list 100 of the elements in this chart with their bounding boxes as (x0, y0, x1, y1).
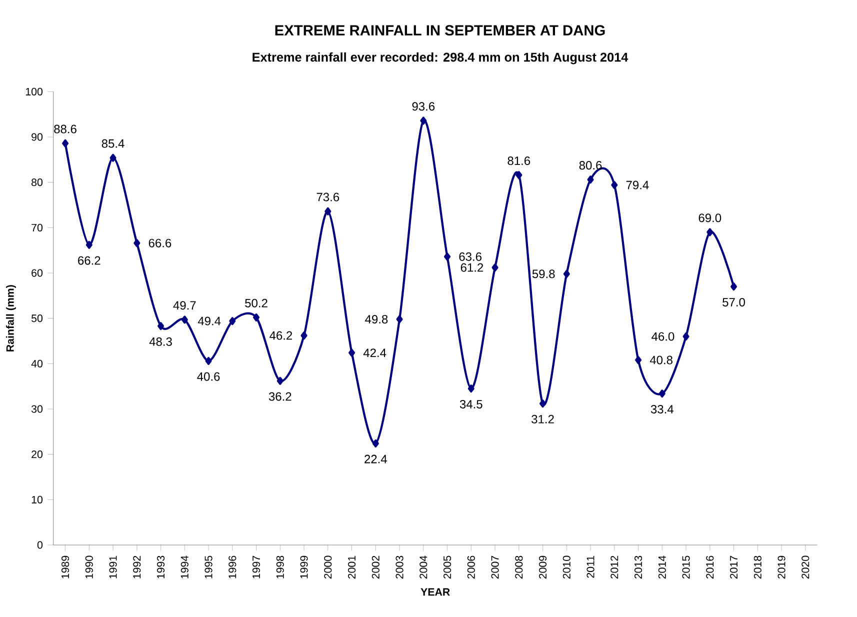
x-tick-label: 2004 (420, 556, 428, 579)
data-label: 50.2 (245, 298, 268, 308)
data-label: 69.0 (698, 214, 722, 222)
data-label: 57.0 (722, 298, 745, 306)
x-tick-label: 2012 (610, 556, 618, 579)
data-label: 59.8 (532, 270, 555, 278)
point (444, 252, 451, 261)
data-label: 85.4 (102, 139, 124, 148)
x-tick-label: 2015 (682, 556, 690, 579)
data-label: 80.6 (579, 161, 602, 170)
point (86, 240, 92, 249)
data-label: 79.4 (626, 180, 649, 190)
data-label: 40.8 (650, 356, 672, 364)
data-label: 66.2 (78, 256, 100, 265)
point (229, 317, 236, 326)
y-tick-label: 40 (31, 360, 43, 368)
data-label: 73.6 (316, 192, 340, 202)
point (205, 356, 212, 365)
y-tick-label: 80 (32, 178, 43, 186)
data-label: 33.4 (650, 404, 674, 414)
y-tick-label: 90 (32, 133, 43, 141)
data-label: 49.8 (365, 314, 388, 324)
x-tick-label: 2010 (562, 556, 570, 579)
y-tick-label: 60 (32, 269, 43, 277)
point (300, 332, 308, 340)
y-tick-label: 20 (32, 450, 43, 458)
point (492, 264, 498, 272)
point (372, 439, 379, 448)
point (611, 181, 618, 190)
data-label: 49.4 (198, 316, 221, 326)
data-label: 93.6 (412, 102, 435, 111)
x-tick-label: 1992 (133, 556, 141, 578)
data-label: 48.3 (149, 337, 172, 346)
chart-subtitle: Extreme rainfall ever recorded: 298.4 mm on 15th August 2014 (252, 52, 628, 64)
data-label: 46.2 (270, 331, 292, 340)
data-label: 40.6 (197, 372, 220, 381)
x-tick-label: 2016 (706, 556, 714, 579)
data-label: 61.2 (460, 263, 484, 272)
point (134, 239, 140, 248)
point (516, 171, 522, 180)
chart-title: EXTREME RAINFALL IN SEPTEMBER AT DANG (275, 25, 605, 36)
x-tick-label: 1997 (252, 556, 260, 578)
point (181, 316, 188, 324)
x-tick-label: 1995 (204, 556, 212, 578)
x-tick-label: 2009 (539, 556, 547, 579)
point (635, 356, 642, 364)
x-tick-label: 2017 (730, 556, 738, 579)
data-label: 81.6 (508, 156, 530, 166)
x-tick-label: 1993 (157, 556, 165, 578)
x-tick-label: 2019 (778, 556, 786, 579)
x-tick-label: 2013 (634, 556, 642, 579)
x-tick-label: 2008 (515, 556, 523, 579)
x-tick-label: 2003 (396, 556, 404, 579)
data-label: 22.4 (364, 454, 387, 464)
point (110, 154, 116, 162)
y-tick-label: 70 (32, 224, 43, 232)
x-tick-label: 2001 (348, 556, 356, 579)
x-tick-label: 2006 (467, 556, 475, 579)
y-tick-label: 30 (31, 405, 43, 413)
x-tick-label: 2002 (372, 556, 380, 579)
point (468, 384, 474, 393)
point (324, 207, 332, 216)
y-axis-title: Rainfall (mm) (6, 285, 16, 352)
point (658, 390, 666, 398)
x-tick-label: 2007 (491, 556, 499, 579)
x-tick-label: 1990 (85, 556, 93, 578)
point (730, 282, 738, 291)
point (587, 176, 594, 184)
y-tick-label: 0 (37, 541, 43, 549)
x-tick-label: 1999 (300, 556, 308, 578)
x-tick-label: 2000 (324, 556, 332, 579)
point (682, 332, 690, 340)
y-tick-label: 100 (26, 88, 43, 96)
point (158, 322, 164, 330)
point (62, 139, 69, 148)
x-tick-label: 2018 (754, 556, 762, 579)
data-label: 49.7 (173, 301, 196, 310)
data-label: 36.2 (268, 392, 292, 401)
x-tick-label: 2005 (444, 556, 452, 579)
x-tick-label: 2014 (658, 556, 666, 579)
data-label: 88.6 (54, 124, 76, 134)
x-axis-title: YEAR (420, 588, 450, 596)
y-tick-label: 50 (31, 314, 43, 322)
point (706, 228, 714, 236)
data-label: 34.5 (460, 400, 482, 408)
y-tick-label: 10 (32, 496, 43, 504)
data-label: 46.0 (652, 332, 674, 341)
data-label: 31.2 (532, 414, 554, 424)
point (396, 315, 403, 324)
x-tick-label: 1989 (62, 556, 70, 578)
x-tick-label: 1994 (180, 556, 188, 578)
x-tick-label: 1996 (228, 556, 236, 578)
point (276, 376, 284, 385)
x-tick-label: 2020 (802, 556, 810, 579)
point (348, 348, 356, 357)
data-label: 66.6 (148, 238, 172, 248)
point (420, 116, 427, 125)
point (563, 270, 570, 278)
x-tick-label: 2011 (586, 556, 594, 578)
x-tick-label: 1998 (276, 556, 284, 578)
